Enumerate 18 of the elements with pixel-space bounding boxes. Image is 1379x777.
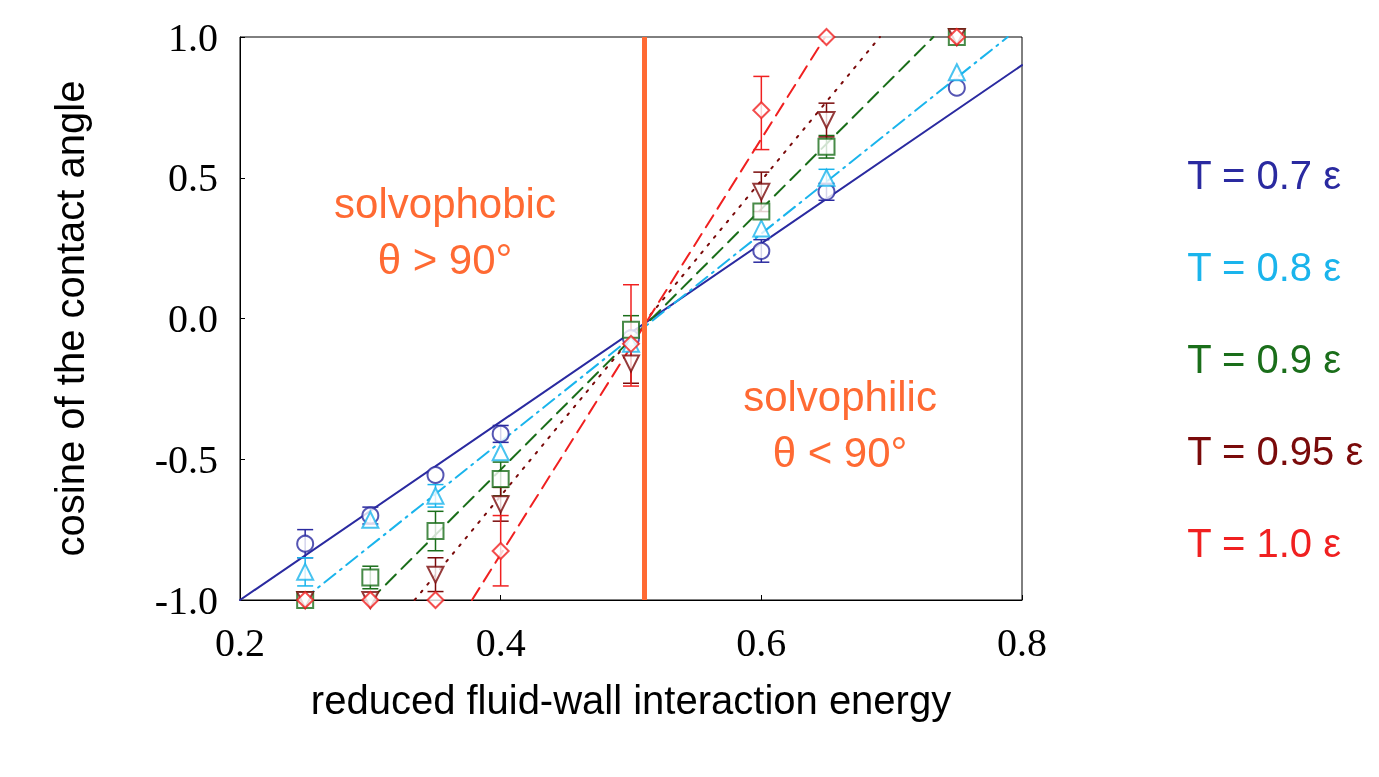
x-tick-label: 0.6 bbox=[736, 619, 787, 665]
y-tick-label: -1.0 bbox=[154, 577, 218, 623]
x-axis-title: reduced fluid-wall interaction energy bbox=[310, 678, 952, 722]
x-tick-label: 0.8 bbox=[997, 619, 1047, 665]
y-tick-label: 1.0 bbox=[168, 14, 218, 60]
x-tick-label: 0.4 bbox=[475, 619, 526, 665]
text: T = 1.0 ε bbox=[1187, 521, 1342, 565]
text: T = 0.8 ε bbox=[1187, 245, 1342, 289]
x-tick-label: 0.2 bbox=[215, 619, 265, 665]
y-axis-title: cosine of the contact angle bbox=[48, 80, 92, 557]
annotation: solvophilic θ < 90° bbox=[743, 372, 937, 476]
y-tick-label: 0.5 bbox=[168, 155, 218, 201]
annotation: solvophobic θ > 90° bbox=[334, 179, 556, 283]
text: T = 0.95 ε bbox=[1187, 429, 1364, 473]
text: T = 0.7 ε bbox=[1187, 153, 1342, 197]
text: T = 0.9 ε bbox=[1187, 337, 1342, 381]
y-tick-label: -0.5 bbox=[154, 436, 218, 482]
y-tick-label: 0.0 bbox=[168, 296, 218, 341]
